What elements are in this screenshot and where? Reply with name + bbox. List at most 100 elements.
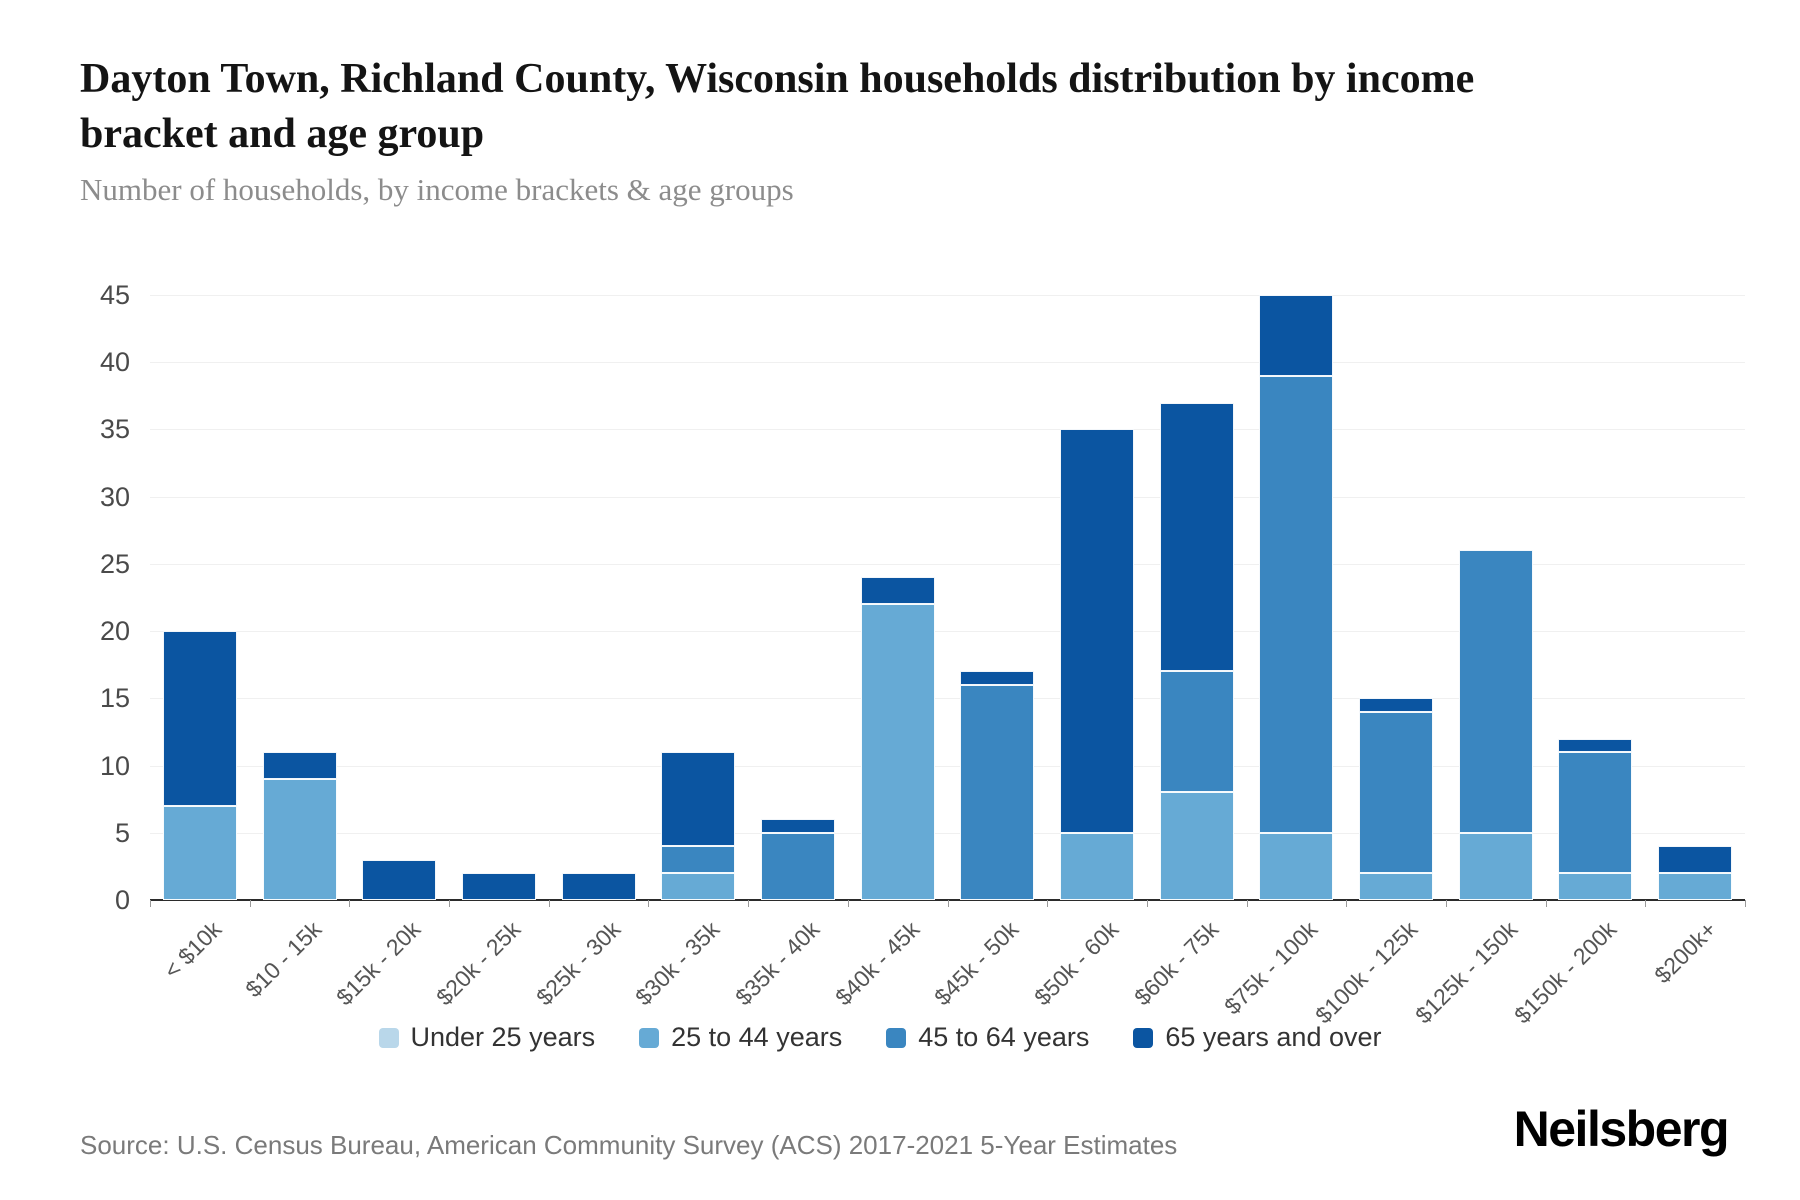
- bar-segment-65-years-and-over[interactable]: [1060, 429, 1135, 833]
- plot-area: 0 5 10 15 20 25 30 35 40 45 < $10k $10 - 15k $15k - …: [100, 280, 1746, 1028]
- x-axis-tick: [947, 900, 949, 907]
- bar-segment-45-to-64-years[interactable]: [1558, 752, 1633, 874]
- page-title: Dayton Town, Richland County, Wisconsin …: [80, 56, 1475, 157]
- bar-segment-65-years-and-over[interactable]: [162, 631, 237, 806]
- gridline: [150, 295, 1745, 296]
- x-axis-tick: [449, 900, 451, 907]
- x-axis-tick: [648, 900, 650, 907]
- legend-item-under-25-years[interactable]: Under 25 years: [378, 1022, 596, 1053]
- x-axis-category-label: < $10k: [158, 916, 227, 984]
- bar-segment-65-years-and-over[interactable]: [262, 752, 337, 779]
- bar-segment-65-years-and-over[interactable]: [860, 577, 935, 605]
- bar-segment-45-to-64-years[interactable]: [1259, 375, 1334, 833]
- bar-segment-25-to-44-years[interactable]: [1060, 832, 1135, 900]
- gridline: [150, 362, 1745, 364]
- x-axis-category-label: $75k - 100k: [1219, 916, 1323, 1020]
- bar-segment-25-to-44-years[interactable]: [162, 805, 237, 900]
- bar-segment-65-years-and-over[interactable]: [461, 873, 536, 900]
- bar-segment-25-to-44-years[interactable]: [1359, 873, 1434, 900]
- bar-segment-25-to-44-years[interactable]: [1458, 832, 1533, 900]
- bar-$100k - 125k: [1359, 295, 1434, 900]
- bar-segment-25-to-44-years[interactable]: [1658, 873, 1733, 900]
- bar-segment-65-years-and-over[interactable]: [1259, 295, 1334, 376]
- legend-label: 65 years and over: [1165, 1022, 1382, 1052]
- x-axis-category-label: $10 - 15k: [239, 916, 326, 1003]
- bar-segment-65-years-and-over[interactable]: [661, 752, 736, 847]
- gridline: [150, 429, 1745, 431]
- gridline: [150, 698, 1745, 700]
- x-axis-category-label: $150k - 200k: [1509, 916, 1622, 1029]
- bar-segment-25-to-44-years[interactable]: [1558, 873, 1633, 900]
- bar-segment-65-years-and-over[interactable]: [1658, 846, 1733, 874]
- y-axis-tick-label: 5: [114, 817, 130, 848]
- legend-item-25-to-44-years[interactable]: 25 to 44 years: [639, 1022, 842, 1053]
- bar-$20k - 25k: [461, 295, 536, 900]
- bar-segment-25-to-44-years[interactable]: [1259, 832, 1334, 900]
- y-axis-tick-label: 40: [99, 347, 130, 378]
- x-axis-category-label: $50k - 60k: [1029, 916, 1124, 1011]
- gridline: [150, 765, 1745, 767]
- y-axis-tick-label: 10: [99, 750, 130, 781]
- legend-label: Under 25 years: [410, 1022, 596, 1052]
- x-axis-tick: [150, 900, 151, 907]
- x-axis-category-label: $25k - 30k: [530, 916, 625, 1011]
- x-axis-tick: [1645, 900, 1647, 907]
- bar-segment-25-to-44-years[interactable]: [860, 604, 935, 900]
- bar-$150k - 200k: [1558, 295, 1633, 900]
- bar-$30k - 35k: [661, 295, 736, 900]
- gridline: [150, 563, 1745, 565]
- legend-item-65-years-and-over[interactable]: 65 years and over: [1133, 1022, 1382, 1053]
- x-axis-category-label: $125k - 150k: [1409, 916, 1523, 1029]
- legend-swatch-icon: [378, 1027, 399, 1048]
- bar-segment-25-to-44-years[interactable]: [1159, 792, 1234, 900]
- bar-$125k - 150k: [1458, 295, 1533, 900]
- gridline: [150, 832, 1745, 834]
- y-axis-tick-label: 35: [99, 414, 130, 445]
- legend-swatch-icon: [886, 1027, 907, 1048]
- bar-segment-65-years-and-over[interactable]: [1159, 402, 1234, 672]
- y-axis-tick-label: 15: [99, 683, 130, 714]
- legend-label: 45 to 64 years: [918, 1022, 1090, 1052]
- bar-segment-65-years-and-over[interactable]: [561, 873, 636, 900]
- x-axis-tick: [1047, 900, 1049, 907]
- bar-$10 - 15k: [262, 295, 337, 900]
- bar-segment-45-to-64-years[interactable]: [1159, 671, 1234, 793]
- brand-logo: Neilsberg: [1513, 1101, 1730, 1157]
- x-axis-tick: [1346, 900, 1348, 907]
- bar-segment-45-to-64-years[interactable]: [1359, 711, 1434, 874]
- y-axis-tick-label: 0: [114, 885, 130, 915]
- bar-segment-65-years-and-over[interactable]: [760, 819, 835, 833]
- x-axis-tick: [548, 900, 550, 907]
- x-axis-tick: [847, 900, 849, 907]
- bar-segment-65-years-and-over[interactable]: [362, 859, 437, 900]
- bar-segment-25-to-44-years[interactable]: [661, 873, 736, 900]
- source-note: Source: U.S. Census Bureau, American Com…: [80, 1130, 1178, 1160]
- x-axis-tick: [249, 900, 251, 907]
- bar-segment-45-to-64-years[interactable]: [960, 684, 1035, 900]
- bar-segment-45-to-64-years[interactable]: [661, 846, 736, 874]
- x-axis-category-label: $45k - 50k: [929, 916, 1024, 1011]
- page-subtitle: Number of households, by income brackets…: [80, 172, 794, 207]
- legend-label: 25 to 44 years: [671, 1022, 843, 1052]
- x-axis-category-label: $35k - 40k: [730, 916, 825, 1011]
- legend-item-45-to-64-years[interactable]: 45 to 64 years: [886, 1022, 1089, 1053]
- legend: Under 25 years 25 to 44 years 45 to 64 yea…: [0, 1022, 1760, 1053]
- x-axis-category-label: $60k - 75k: [1128, 916, 1224, 1011]
- x-axis-category-label: $200k+: [1649, 916, 1722, 989]
- bar-segment-65-years-and-over[interactable]: [1359, 698, 1434, 712]
- x-axis-tick: [1545, 900, 1547, 907]
- bar-segment-65-years-and-over[interactable]: [960, 671, 1035, 685]
- y-axis-tick-label: 30: [99, 481, 130, 512]
- bar-$40k - 45k: [860, 295, 935, 900]
- x-axis-category-label: $15k - 20k: [331, 916, 426, 1011]
- x-axis-tick: [1246, 900, 1248, 907]
- bar-segment-45-to-64-years[interactable]: [760, 832, 835, 900]
- bar-segment-45-to-64-years[interactable]: [1458, 550, 1533, 833]
- x-axis-category-label: $30k - 35k: [630, 916, 725, 1011]
- bar-$60k - 75k: [1159, 295, 1234, 900]
- bar-segment-25-to-44-years[interactable]: [262, 779, 337, 900]
- bar-segment-65-years-and-over[interactable]: [1558, 738, 1633, 753]
- bar-$25k - 30k: [561, 295, 636, 900]
- legend-swatch-icon: [1133, 1027, 1154, 1048]
